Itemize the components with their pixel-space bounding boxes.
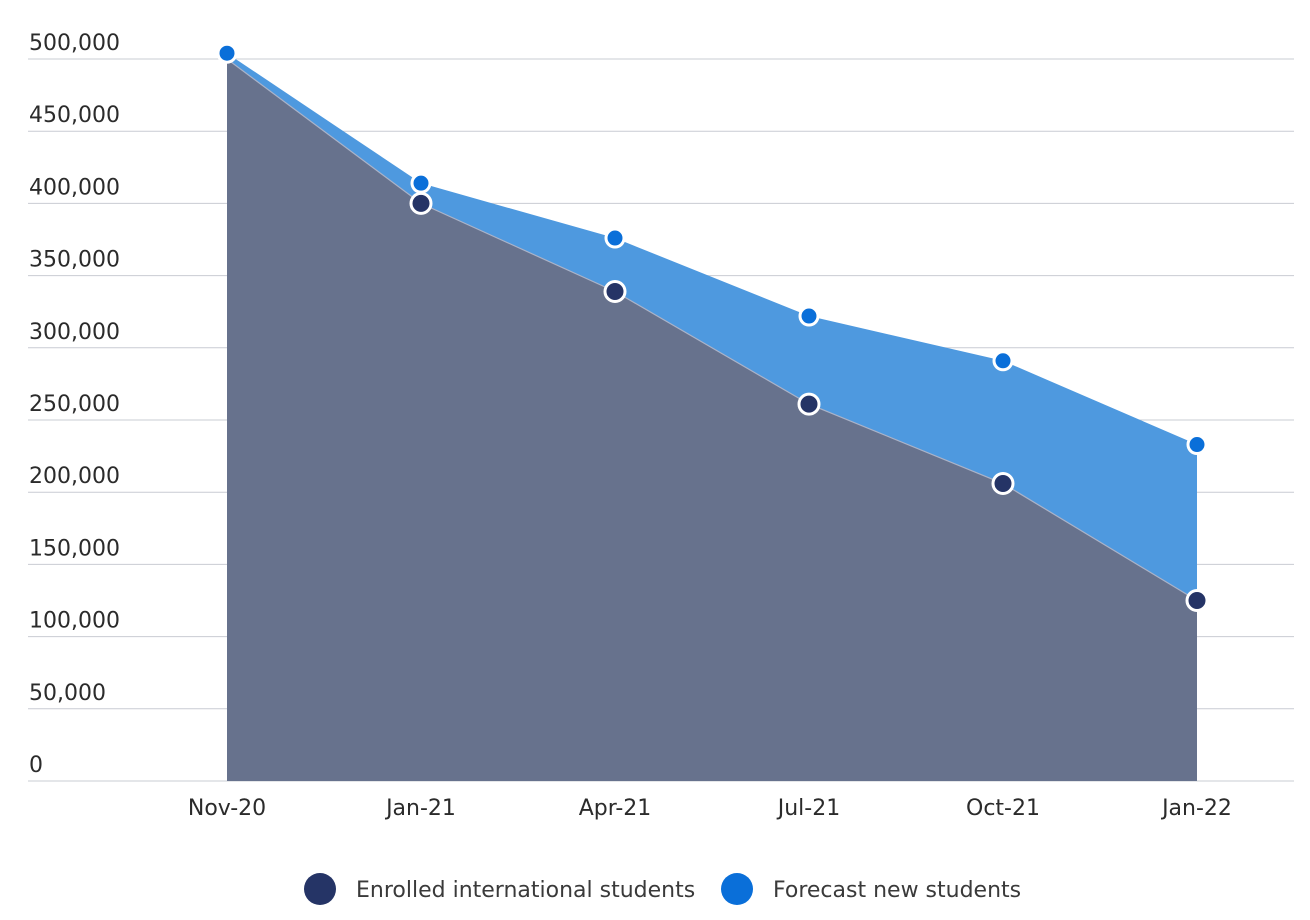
y-tick-label: 0 [29, 753, 43, 778]
legend-item-enrolled[interactable]: Enrolled international students [304, 873, 695, 905]
point-enrolled[interactable] [991, 472, 1015, 496]
point-enrolled[interactable] [409, 191, 433, 215]
area-enrolled-international-students [227, 59, 1197, 781]
y-tick-label: 150,000 [29, 536, 120, 561]
point-forecast[interactable] [604, 227, 626, 249]
y-tick-label: 500,000 [29, 31, 120, 56]
legend-marker-forecast [721, 873, 753, 905]
y-tick-label: 300,000 [29, 320, 120, 345]
x-tick-label: Oct-21 [966, 796, 1040, 821]
y-tick-label: 200,000 [29, 464, 120, 489]
point-enrolled[interactable] [797, 392, 821, 416]
legend-marker-enrolled [304, 873, 336, 905]
point-forecast[interactable] [798, 305, 820, 327]
point-forecast[interactable] [410, 172, 432, 194]
series-areas [226, 53, 1198, 781]
point-forecast[interactable] [216, 42, 238, 64]
line-enrolled [226, 58, 1198, 602]
legend-label-enrolled: Enrolled international students [356, 878, 695, 903]
x-tick-label: Nov-20 [188, 796, 266, 821]
y-axis-ticks: 0 50,000 100,000 150,000 200,000 250,000 300,0… [29, 31, 120, 778]
x-tick-label: Jul-21 [776, 796, 840, 821]
y-tick-label: 250,000 [29, 392, 120, 417]
legend: Enrolled international students Forecast… [304, 873, 1021, 905]
y-tick-label: 450,000 [29, 103, 120, 128]
y-tick-label: 100,000 [29, 609, 120, 634]
x-tick-label: Jan-22 [1160, 796, 1232, 821]
y-tick-label: 400,000 [29, 175, 120, 200]
x-tick-label: Jan-21 [384, 796, 456, 821]
point-forecast[interactable] [1186, 434, 1208, 456]
y-tick-label: 50,000 [29, 681, 106, 706]
y-tick-label: 350,000 [29, 248, 120, 273]
data-markers [216, 42, 1209, 612]
legend-item-forecast[interactable]: Forecast new students [721, 873, 1021, 905]
x-tick-label: Apr-21 [579, 796, 652, 821]
legend-label-forecast: Forecast new students [773, 878, 1021, 903]
x-axis-ticks: Nov-20 Jan-21 Apr-21 Jul-21 Oct-21 Jan-22 [188, 796, 1232, 821]
point-enrolled[interactable] [603, 279, 627, 303]
point-forecast[interactable] [992, 350, 1014, 372]
point-enrolled[interactable] [1185, 589, 1209, 612]
